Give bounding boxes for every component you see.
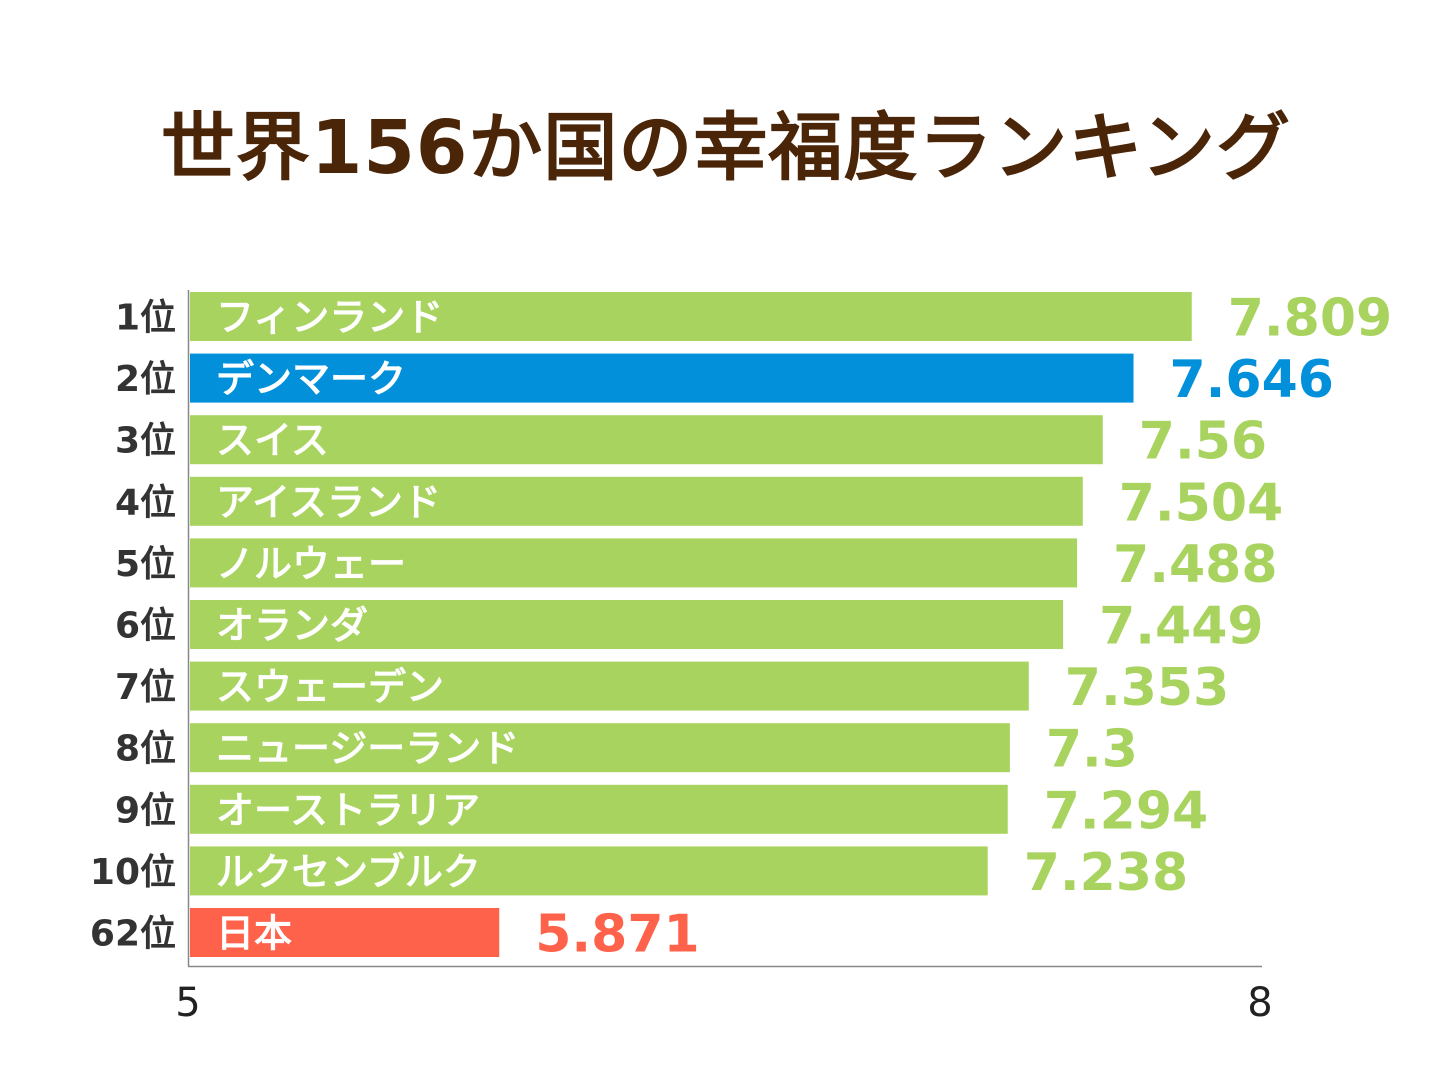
rank-label: 62位 [90, 914, 176, 955]
rank-label: 4位 [115, 482, 176, 523]
bar-value-label: 7.488 [1113, 535, 1277, 595]
rank-label: 2位 [115, 359, 176, 400]
bar-country-label: ルクセンブルク [216, 850, 481, 894]
x-tick-label-max: 8 [1247, 980, 1272, 1026]
bars-layer: 1位 フィンランド 7.809 2位 デンマーク 7.646 3位 スイス 7.56 4位 アイスラ… [90, 289, 1392, 965]
bar-value-label: 5.871 [535, 905, 699, 965]
bar-value-label: 7.294 [1044, 781, 1208, 841]
bar-country-label: ノルウェー [216, 542, 406, 586]
bar [190, 600, 1064, 649]
bar-country-label: ニュージーランド [216, 727, 519, 771]
bar-value-label: 7.809 [1228, 289, 1392, 349]
bar [190, 353, 1134, 403]
bar-value-label: 7.238 [1024, 843, 1188, 903]
bar-value-label: 7.353 [1065, 658, 1229, 718]
bar-value-label: 7.504 [1119, 473, 1283, 533]
bar-country-label: フィンランド [216, 296, 443, 340]
bar [190, 908, 500, 957]
bar-country-label: スウェーデン [216, 665, 444, 709]
rank-label: 7位 [115, 667, 176, 708]
bar [190, 661, 1029, 711]
bar [190, 476, 1083, 526]
bar-country-label: デンマーク [216, 357, 406, 401]
bar [190, 846, 988, 896]
bar-country-label: オーストラリア [216, 788, 480, 832]
rank-label: 3位 [115, 421, 176, 462]
bar-country-label: オランダ [216, 604, 368, 648]
rank-label: 8位 [115, 729, 176, 770]
bar [190, 292, 1192, 341]
x-tick-label-min: 5 [175, 980, 200, 1026]
rank-label: 1位 [115, 298, 176, 339]
bar [190, 784, 1008, 834]
bar-country-label: スイス [216, 419, 329, 463]
bar [190, 538, 1078, 588]
bar-value-label: 7.449 [1099, 597, 1263, 657]
bar-country-label: アイスランド [216, 480, 441, 524]
rank-label: 5位 [115, 544, 176, 585]
bar-value-label: 7.3 [1046, 720, 1138, 780]
bar [190, 415, 1103, 465]
rank-label: 10位 [90, 852, 176, 893]
chart-title: 世界156か国の幸福度ランキング [160, 105, 1292, 191]
rank-label: 9位 [115, 790, 176, 831]
bar-value-label: 7.646 [1170, 350, 1334, 410]
rank-label: 6位 [115, 606, 176, 647]
bar-country-label: 日本 [216, 912, 292, 956]
bar-value-label: 7.56 [1139, 412, 1267, 472]
bar [190, 723, 1010, 773]
